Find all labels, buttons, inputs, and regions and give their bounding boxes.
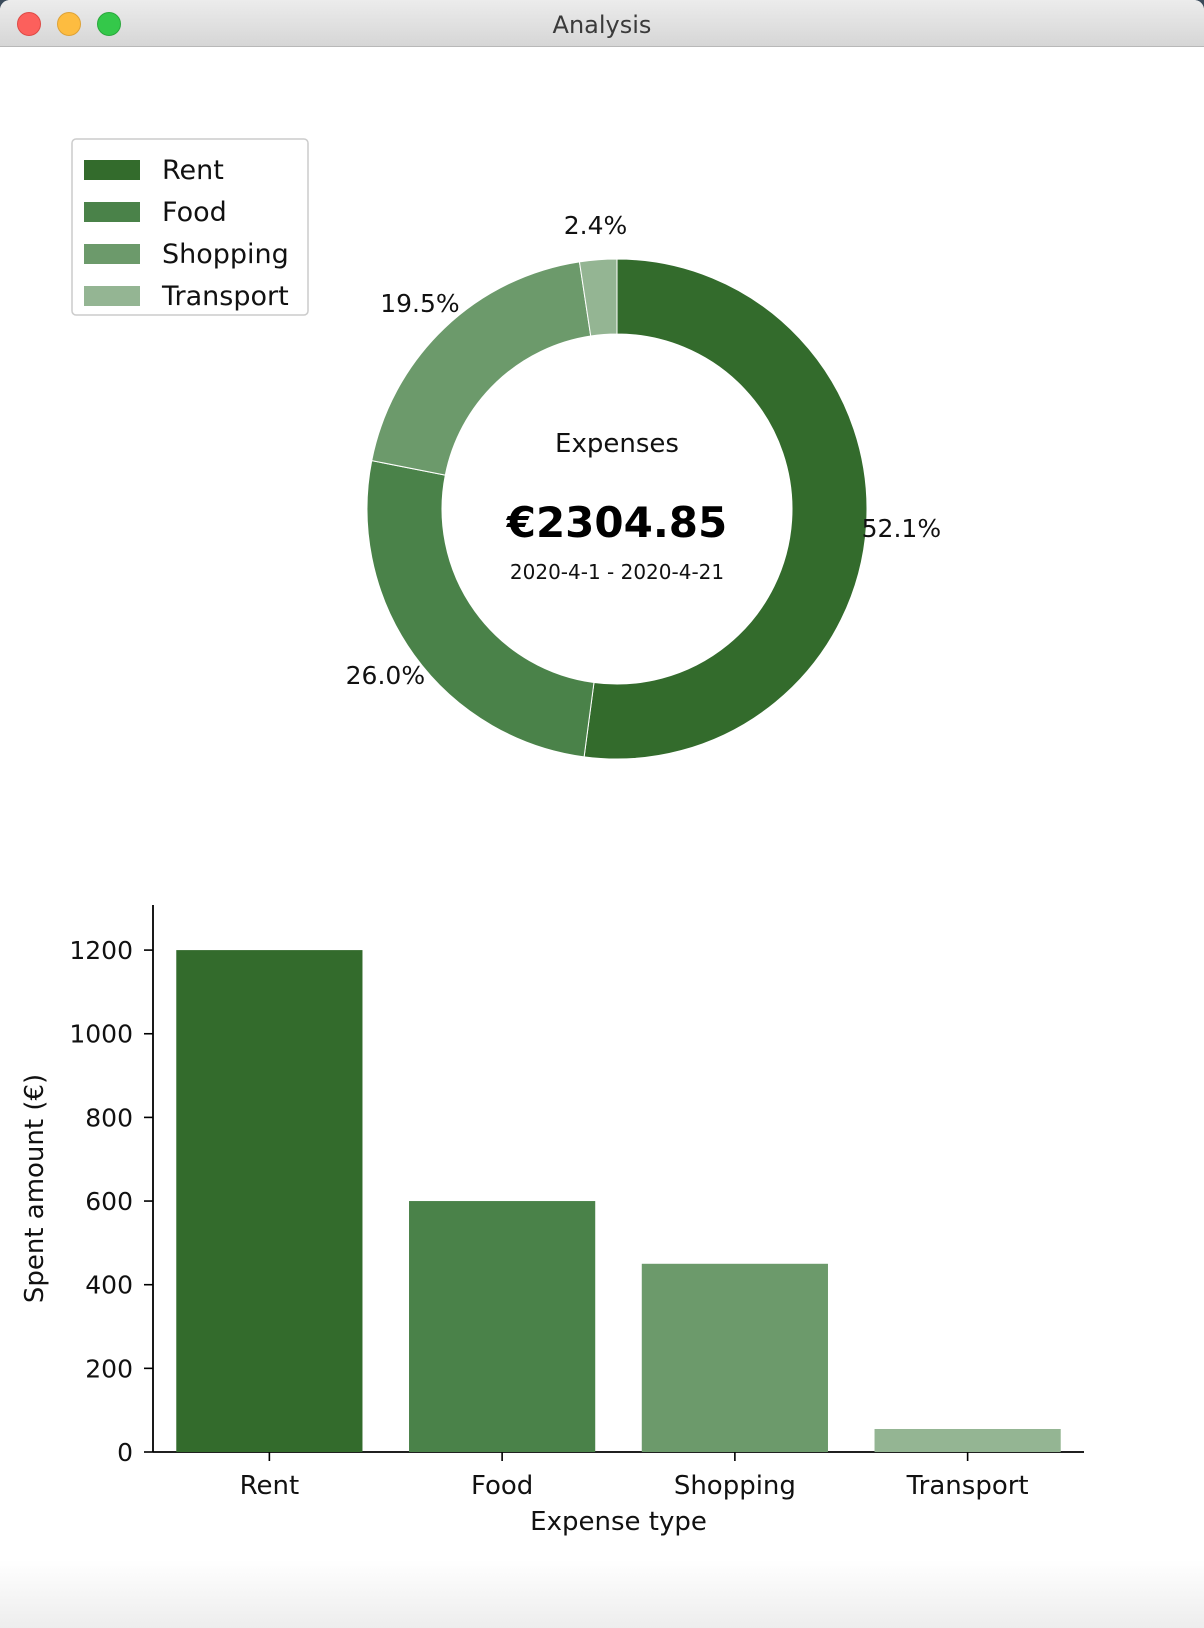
legend-label-transport: Transport: [161, 281, 289, 312]
y-tick-label: 600: [85, 1187, 133, 1216]
x-axis-label: Expense type: [530, 1507, 707, 1537]
x-tick-label-food: Food: [471, 1471, 533, 1501]
bar-rent: [176, 950, 363, 1452]
donut-pct-label-rent: 52.1%: [862, 514, 941, 543]
donut-pct-label-shopping: 19.5%: [380, 289, 459, 318]
zoom-button[interactable]: [97, 12, 121, 36]
window-bottom-shade: [0, 1560, 1204, 1628]
legend-label-food: Food: [162, 197, 227, 228]
y-axis-label: Spent amount (€): [20, 1074, 50, 1303]
legend-label-shopping: Shopping: [162, 239, 289, 270]
minimize-button[interactable]: [57, 12, 81, 36]
legend-swatch-shopping: [84, 244, 140, 264]
close-button[interactable]: [17, 12, 41, 36]
y-tick-label: 1000: [69, 1020, 133, 1049]
y-tick-label: 800: [85, 1103, 133, 1132]
donut-date-range: 2020-4-1 - 2020-4-21: [510, 560, 724, 584]
donut-slice-food: [366, 460, 595, 758]
bar-shopping: [641, 1263, 828, 1452]
legend-swatch-transport: [84, 286, 140, 306]
bar-chart: 0 200 400 600 800 1000 1200 Rent Food Shopping Tra…: [20, 905, 1084, 1537]
donut-legend: Rent Food Shopping Transport: [71, 138, 309, 316]
legend-frame: [71, 138, 309, 316]
donut-total: €2304.85: [506, 498, 728, 547]
donut-slice-transport: [578, 258, 618, 337]
y-tick-label: 1200: [69, 936, 133, 965]
donut-chart: 52.1% 26.0% 19.5% 2.4%: [346, 211, 941, 760]
donut-slice-rent: [583, 258, 868, 760]
donut-center-label: Expenses: [555, 429, 679, 459]
x-tick-label-transport: Transport: [906, 1471, 1029, 1501]
legend-swatch-food: [84, 202, 140, 222]
figure-canvas: 52.1% 26.0% 19.5% 2.4% Rent Food Shopping Tran…: [20, 138, 1084, 1537]
y-tick-label: 200: [85, 1354, 133, 1383]
y-tick-label: 0: [117, 1438, 133, 1467]
x-tick-label-shopping: Shopping: [674, 1471, 796, 1501]
donut-pct-label-food: 26.0%: [346, 661, 425, 690]
title-bar[interactable]: Analysis: [0, 0, 1204, 47]
legend-swatch-rent: [84, 160, 140, 180]
x-tick-label-rent: Rent: [240, 1471, 300, 1501]
bar-food: [409, 1201, 596, 1452]
donut-pct-label-transport: 2.4%: [564, 211, 628, 240]
window-title: Analysis: [552, 11, 652, 39]
y-tick-label: 400: [85, 1271, 133, 1300]
legend-label-rent: Rent: [162, 155, 224, 186]
bar-transport: [874, 1428, 1061, 1452]
